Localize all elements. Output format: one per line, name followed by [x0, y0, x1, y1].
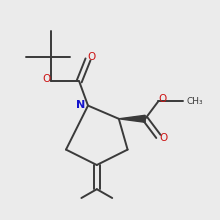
Text: O: O — [158, 94, 167, 104]
Text: N: N — [76, 99, 85, 110]
Text: CH₃: CH₃ — [187, 97, 203, 106]
Text: O: O — [87, 52, 95, 62]
Text: O: O — [160, 132, 168, 143]
Text: O: O — [42, 74, 51, 84]
Polygon shape — [119, 115, 145, 122]
